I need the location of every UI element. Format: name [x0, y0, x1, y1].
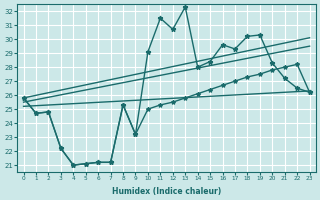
X-axis label: Humidex (Indice chaleur): Humidex (Indice chaleur) — [112, 187, 221, 196]
